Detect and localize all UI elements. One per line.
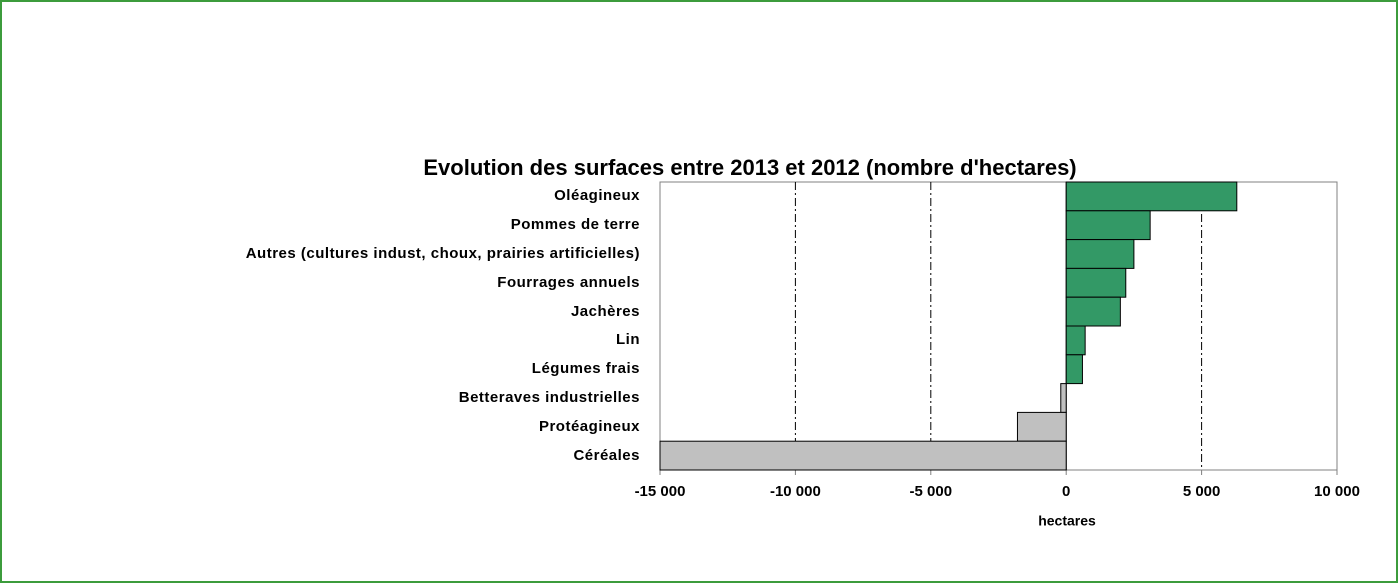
- bar: [1065, 239, 1135, 269]
- bar: [1016, 411, 1067, 442]
- x-tick-label: 0: [1062, 483, 1070, 500]
- bar: [1060, 383, 1067, 413]
- x-tick-label: -10 000: [770, 483, 821, 500]
- y-tick-label: Oléagineux: [554, 187, 640, 205]
- y-tick-label: Céréales: [573, 446, 640, 464]
- bar: [659, 440, 1067, 471]
- x-tick-label: -15 000: [635, 483, 686, 500]
- y-tick-label: Pommes de terre: [510, 216, 640, 234]
- plot-area: [659, 181, 1338, 471]
- bar: [1065, 296, 1121, 327]
- x-tick-label: 10 000: [1314, 483, 1360, 500]
- y-tick-label: Betteraves industrielles: [458, 389, 640, 406]
- bar: [1065, 210, 1151, 241]
- y-tick-label: Protéagineux: [538, 417, 640, 435]
- x-tick-label: -5 000: [910, 483, 953, 500]
- x-tick-label: 5 000: [1183, 483, 1221, 500]
- y-tick-label: Jachères: [570, 302, 640, 320]
- y-tick-label: Lin: [616, 331, 640, 349]
- x-axis-label: hectares: [1038, 513, 1096, 529]
- y-tick-label: Autres (cultures indust, choux, prairies…: [245, 245, 640, 262]
- bar: [1065, 354, 1083, 385]
- y-tick-label: Légumes frais: [531, 360, 640, 378]
- bar: [1065, 267, 1127, 298]
- chart-title: Evolution des surfaces entre 2013 et 201…: [423, 155, 1076, 180]
- y-tick-label: Fourrages annuels: [497, 273, 640, 291]
- bar: [1065, 325, 1086, 356]
- bar: [1065, 181, 1238, 212]
